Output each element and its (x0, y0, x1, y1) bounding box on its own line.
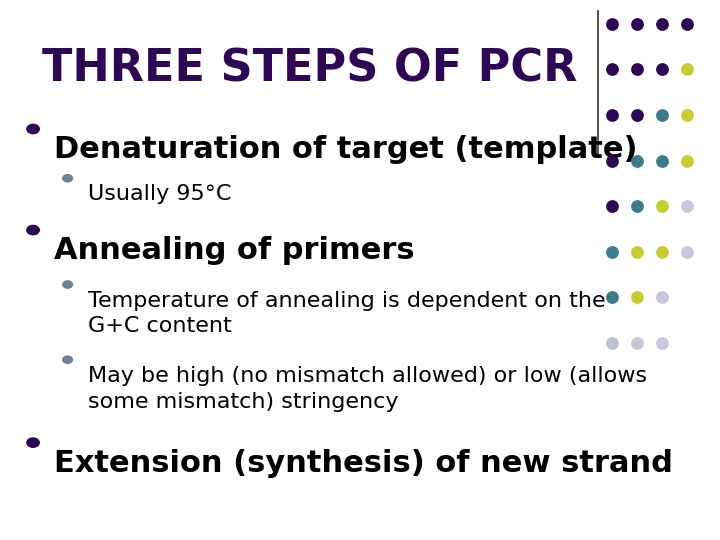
Point (631, 156, 643, 165)
Text: Annealing of primers: Annealing of primers (54, 237, 415, 265)
Point (657, 293, 668, 302)
Point (657, 156, 668, 165)
Point (657, 111, 668, 119)
Point (631, 293, 643, 302)
Point (606, 339, 618, 347)
Point (681, 111, 693, 119)
Circle shape (63, 174, 73, 182)
Point (657, 339, 668, 347)
Point (657, 65, 668, 73)
Point (681, 65, 693, 73)
Point (606, 111, 618, 119)
Text: THREE STEPS OF PCR: THREE STEPS OF PCR (42, 47, 577, 90)
Point (631, 65, 643, 73)
Point (681, 202, 693, 211)
Text: Usually 95°C: Usually 95°C (89, 185, 232, 205)
Circle shape (27, 124, 40, 134)
Point (631, 247, 643, 256)
Circle shape (63, 281, 73, 288)
Point (631, 19, 643, 28)
Point (606, 65, 618, 73)
Point (681, 156, 693, 165)
Circle shape (27, 225, 40, 235)
Point (606, 156, 618, 165)
Point (631, 202, 643, 211)
Point (681, 19, 693, 28)
Point (631, 111, 643, 119)
Point (606, 19, 618, 28)
Text: May be high (no mismatch allowed) or low (allows
some mismatch) stringency: May be high (no mismatch allowed) or low… (89, 366, 647, 411)
Text: Extension (synthesis) of new strand: Extension (synthesis) of new strand (54, 449, 672, 478)
Point (606, 293, 618, 302)
Point (606, 202, 618, 211)
Point (657, 247, 668, 256)
Point (681, 247, 693, 256)
Circle shape (27, 438, 40, 447)
Point (657, 19, 668, 28)
Text: Denaturation of target (template): Denaturation of target (template) (54, 135, 637, 164)
Point (657, 202, 668, 211)
Point (606, 247, 618, 256)
Circle shape (63, 356, 73, 363)
Text: Temperature of annealing is dependent on the
G+C content: Temperature of annealing is dependent on… (89, 291, 606, 336)
Point (631, 339, 643, 347)
